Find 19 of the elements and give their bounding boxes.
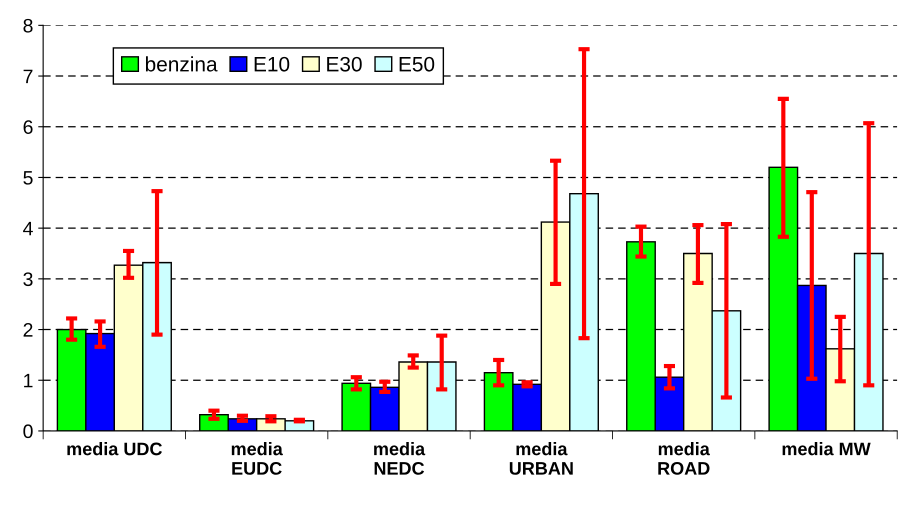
x-tick-label: media EUDC xyxy=(232,442,283,475)
legend-label: E50 xyxy=(400,56,434,72)
x-tick-label: media URBAN xyxy=(510,442,573,475)
x-tick-label: media NEDC xyxy=(374,442,426,475)
x-tick-label: media MW xyxy=(782,442,871,456)
y-tick-label: 6 xyxy=(24,120,33,134)
legend-label: E30 xyxy=(327,56,362,72)
x-tick-label: media ROAD xyxy=(658,442,710,475)
y-tick-label: 1 xyxy=(24,374,32,388)
y-tick-label: 2 xyxy=(24,323,32,337)
legend-label: benzina xyxy=(146,56,218,72)
legend-label: E10 xyxy=(254,56,290,72)
y-tick-label: 7 xyxy=(24,70,32,84)
y-tick-label: 3 xyxy=(23,272,33,286)
y-tick-label: 0 xyxy=(23,424,33,438)
y-tick-label: 5 xyxy=(23,171,33,185)
y-tick-label: 8 xyxy=(23,18,33,33)
x-tick-label: media UDC xyxy=(67,442,162,456)
y-tick-label: 4 xyxy=(23,222,33,236)
